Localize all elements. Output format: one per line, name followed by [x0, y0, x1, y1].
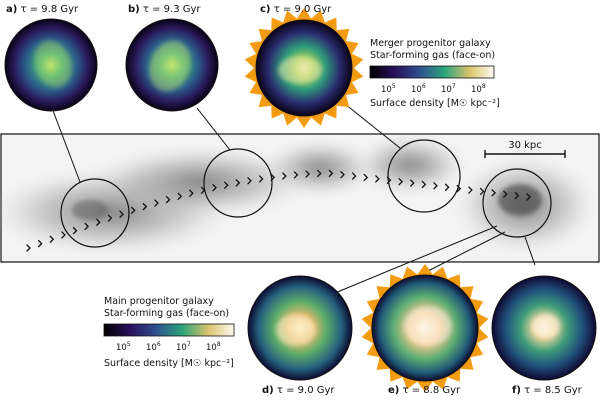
trajectory-chevron: [26, 244, 31, 252]
colorbar-main-ticks: 105 106 107 108: [116, 341, 221, 353]
panel-b: b) τ = 9.3 Gyr: [125, 4, 219, 112]
svg-text:105: 105: [116, 341, 131, 353]
trajectory-chevron: [317, 169, 322, 178]
panel-d: d) τ = 9.0 Gyr: [247, 275, 353, 396]
trajectory-chevron: [468, 186, 473, 194]
panel-c-letter: c): [260, 4, 271, 15]
trajectory-chevron: [410, 179, 415, 187]
panel-a-label: τ = 9.8 Gyr: [21, 4, 80, 15]
svg-text:e) τ = 8.8 Gyr: e) τ = 8.8 Gyr: [388, 385, 461, 396]
scale-bar-label: 30 kpc: [508, 140, 542, 151]
colorbar-merger: [369, 65, 495, 79]
trajectory-chevron: [189, 189, 194, 197]
trajectory-chevron: [282, 172, 287, 180]
trajectory-chevron: [421, 180, 427, 189]
trajectory-chevron: [491, 189, 497, 197]
trajectory-chevron: [433, 182, 438, 190]
trajectory-chevron: [212, 183, 217, 192]
trajectory-chevron: [177, 192, 183, 200]
panel-c-label: τ = 9.0 Gyr: [274, 4, 333, 15]
trajectory-chevron: [119, 210, 124, 218]
trajectory-chevron: [131, 206, 136, 214]
colorbar-main: [103, 323, 235, 337]
legend-main-label: Surface density [M☉ kpc⁻²]: [104, 358, 234, 369]
legend-merger-label: Surface density [M☉ kpc⁻²]: [370, 98, 500, 109]
svg-text:c) τ = 9.0 Gyr: c) τ = 9.0 Gyr: [260, 4, 332, 15]
panel-a: a) τ = 9.8 Gyr: [4, 4, 98, 112]
panel-f-label: τ = 8.5 Gyr: [524, 385, 583, 396]
trajectory-chevron: [107, 214, 113, 222]
trajectory-chevron: [72, 226, 78, 235]
legend-main: Main progenitor galaxy Star-forming gas …: [103, 296, 235, 369]
legend-main-line2: Star-forming gas (face-on): [104, 308, 229, 319]
svg-text:106: 106: [146, 341, 161, 353]
trajectory-chevron: [142, 202, 148, 211]
trajectory-chevron: [514, 191, 520, 200]
trajectory-chevron: [340, 171, 345, 179]
legend-main-line1: Main progenitor galaxy: [104, 296, 214, 307]
panel-b-letter: b): [128, 4, 140, 15]
trajectory-chevron: [37, 239, 43, 248]
legend-merger-line1: Merger progenitor galaxy: [370, 38, 491, 49]
svg-text:108: 108: [471, 83, 486, 95]
panel-e-label: τ = 8.8 Gyr: [403, 385, 462, 396]
svg-text:b) τ = 9.3 Gyr: b) τ = 9.3 Gyr: [128, 4, 201, 15]
trajectory-chevron: [398, 178, 404, 186]
legend-merger: Merger progenitor galaxy Star-forming ga…: [369, 38, 500, 109]
trajectory-chevron: [328, 169, 334, 178]
trajectory-chevron: [351, 172, 357, 180]
svg-text:107: 107: [176, 341, 191, 353]
trajectory-chevron: [444, 183, 450, 191]
trajectory-chevron: [224, 181, 229, 189]
panel-d-letter: d): [262, 385, 274, 396]
trajectory-chevron: [375, 175, 380, 183]
panel-d-label: τ = 9.0 Gyr: [277, 385, 336, 396]
svg-text:107: 107: [441, 83, 456, 95]
svg-text:f) τ = 8.5 Gyr: f) τ = 8.5 Gyr: [512, 385, 583, 396]
trajectory-chevron: [96, 218, 101, 226]
panel-e-letter: e): [388, 385, 399, 396]
trajectory-chevron: [247, 177, 252, 185]
zoom-circles: [60, 139, 552, 248]
panel-c: c) τ = 9.0 Gyr: [244, 4, 364, 128]
trajectory-chevron: [84, 222, 90, 231]
trajectory-chevron: [154, 199, 159, 207]
trajectory-chevron: [165, 195, 171, 204]
trajectory-chevron: [258, 175, 264, 183]
zoom-circle-c: [387, 139, 461, 213]
panel-f-letter: f): [512, 385, 521, 396]
svg-text:a) τ = 9.8 Gyr: a) τ = 9.8 Gyr: [6, 4, 79, 15]
trajectory-chevron: [305, 170, 310, 178]
connector-lines: [51, 99, 536, 301]
zoom-circle-b: [203, 148, 273, 218]
svg-text:105: 105: [381, 83, 396, 95]
legend-merger-line2: Star-forming gas (face-on): [370, 50, 495, 61]
gas-overview-map: [0, 133, 600, 263]
trajectory-chevron: [235, 179, 241, 187]
trajectory-chevron: [503, 190, 508, 198]
panel-b-label: τ = 9.3 Gyr: [143, 4, 202, 15]
trajectory-chevron: [479, 187, 485, 196]
panel-e: e) τ = 8.8 Gyr: [361, 264, 489, 396]
trajectory-chevron: [61, 231, 66, 239]
trajectory-chevron: [293, 171, 299, 179]
trajectory-chevrons: [26, 169, 531, 252]
trajectory-chevron: [49, 235, 55, 243]
trajectory-chevron: [363, 173, 369, 182]
zoom-circle-def: [482, 168, 552, 238]
svg-text:106: 106: [411, 83, 426, 95]
panel-a-letter: a): [6, 4, 17, 15]
trajectory-chevron: [526, 193, 531, 201]
scale-bar: 30 kpc: [484, 140, 566, 158]
svg-text:108: 108: [206, 341, 221, 353]
svg-text:d) τ = 9.0 Gyr: d) τ = 9.0 Gyr: [262, 385, 335, 396]
panel-f: f) τ = 8.5 Gyr: [491, 275, 597, 396]
zoom-circle-a: [60, 178, 130, 248]
colorbar-merger-ticks: 105 106 107 108: [381, 83, 486, 95]
